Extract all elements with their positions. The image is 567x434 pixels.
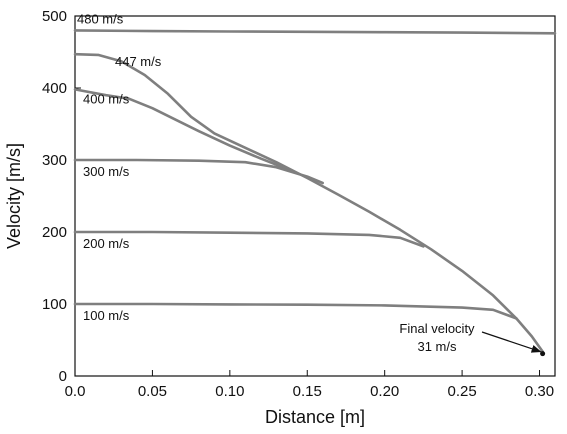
y-tick-label: 100 xyxy=(42,296,67,313)
y-axis-title: Velocity [m/s] xyxy=(4,143,24,249)
y-tick-label: 300 xyxy=(42,152,67,169)
y-tick-label: 400 xyxy=(42,80,67,97)
annotation-value: 31 m/s xyxy=(417,339,457,354)
x-tick-label: 0.0 xyxy=(65,383,86,400)
plot-frame xyxy=(74,15,556,377)
final-velocity-point xyxy=(540,351,546,357)
series-line xyxy=(73,230,425,248)
x-tick-label: 0.30 xyxy=(525,383,554,400)
y-tick-label: 500 xyxy=(42,8,67,25)
x-tick-label: 0.05 xyxy=(138,383,167,400)
x-tick-label: 0.15 xyxy=(293,383,322,400)
series-line xyxy=(73,88,294,173)
annotation-arrow xyxy=(481,331,542,353)
x-tick-label: 0.25 xyxy=(447,383,476,400)
series-label: 400 m/s xyxy=(83,91,130,106)
series-label: 200 m/s xyxy=(83,236,130,251)
series-label: 480 m/s xyxy=(77,11,124,26)
series-label: 447 m/s xyxy=(115,54,162,69)
series-label: 300 m/s xyxy=(83,164,130,179)
series-line xyxy=(73,52,544,353)
x-tick-label: 0.20 xyxy=(370,383,399,400)
series-line xyxy=(73,158,324,185)
annotation-label: Final velocity xyxy=(399,321,475,336)
x-tick-label: 0.10 xyxy=(215,383,244,400)
series-line xyxy=(73,29,557,35)
x-axis-title: Distance [m] xyxy=(265,407,365,427)
series-label: 100 m/s xyxy=(83,308,130,323)
y-tick-label: 200 xyxy=(42,224,67,241)
series-line xyxy=(73,302,518,320)
y-tick-label: 0 xyxy=(59,368,67,385)
